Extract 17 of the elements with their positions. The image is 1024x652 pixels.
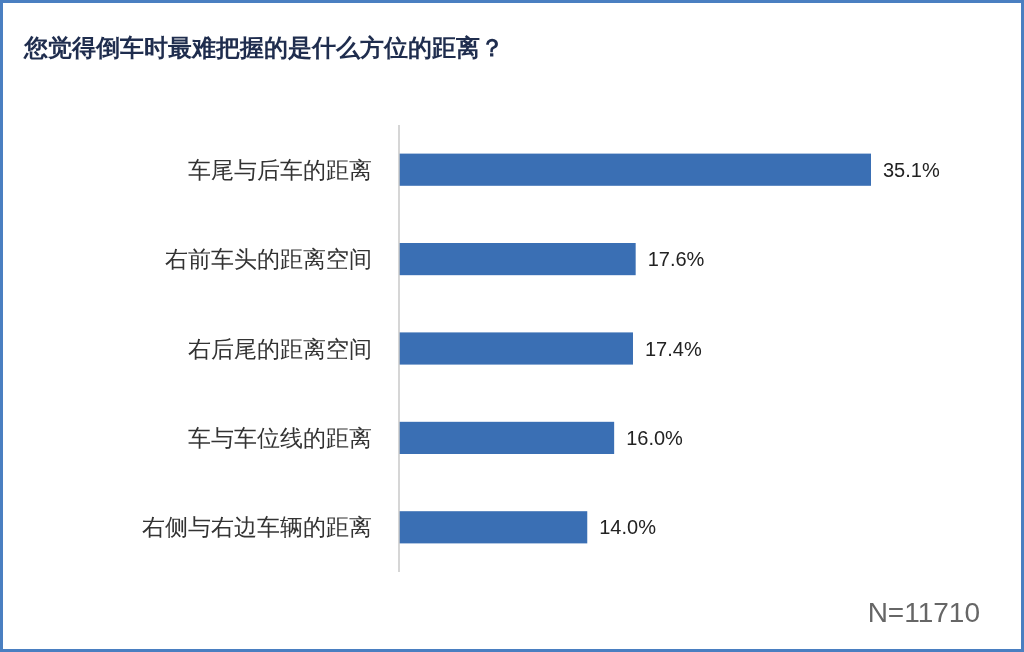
y-tick-label: 车尾与后车的距离 [188, 156, 372, 183]
data-label: 17.6% [647, 248, 705, 271]
bar [399, 332, 633, 365]
bar [399, 153, 871, 186]
y-tick-label: 右侧与右边车辆的距离 [142, 514, 372, 541]
data-label: 35.1% [883, 158, 940, 181]
data-label: 16.0% [626, 426, 684, 449]
bar [399, 511, 588, 544]
data-label: 14.0% [599, 516, 657, 539]
data-label: 17.4% [644, 337, 702, 360]
y-tick-label: 右后尾的距离空间 [188, 335, 372, 362]
y-tick-label: 右前车头的距离空间 [165, 246, 372, 273]
bar [399, 421, 615, 454]
bar [399, 243, 636, 276]
y-tick-label: 车与车位线的距离 [188, 424, 372, 451]
chart-title: 您觉得倒车时最难把握的是什么方位的距离？ [23, 34, 504, 62]
text: N=11710 [867, 597, 980, 628]
